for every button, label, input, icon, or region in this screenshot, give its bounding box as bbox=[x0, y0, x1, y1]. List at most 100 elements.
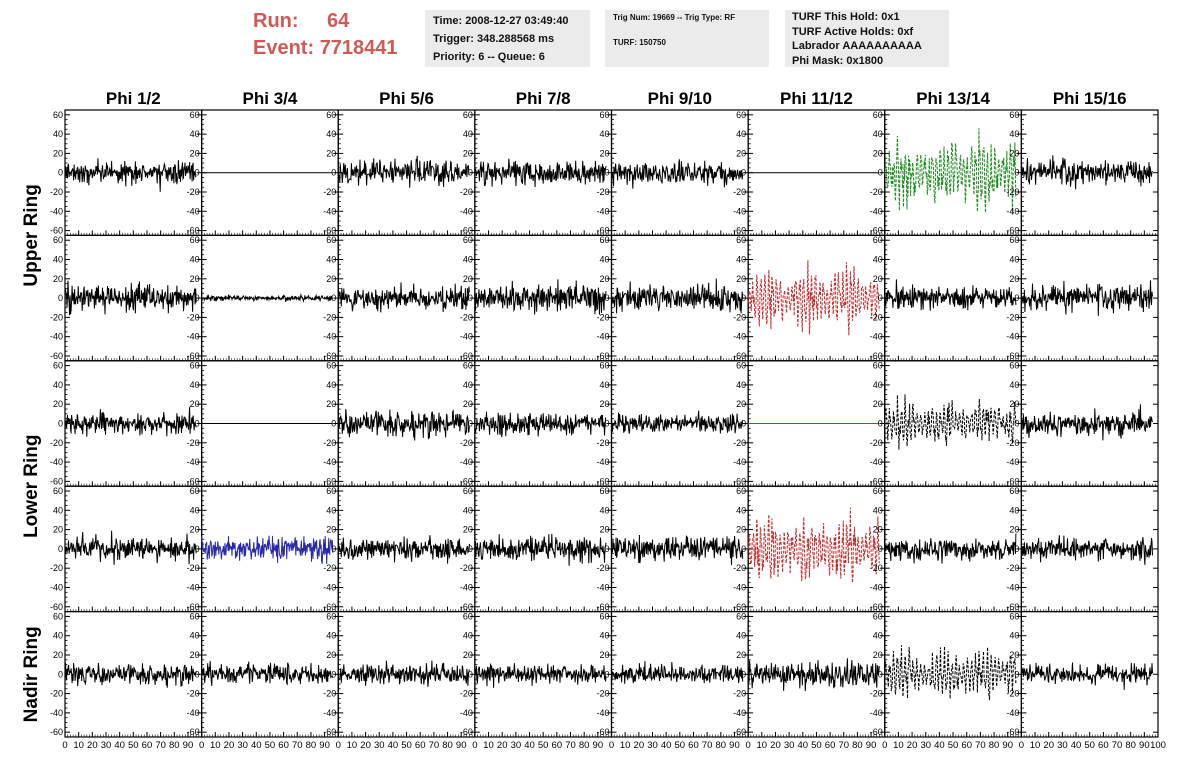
x-tick-label: 70 bbox=[838, 740, 849, 751]
y-tick-label: -20 bbox=[870, 187, 883, 197]
y-tick-label: -40 bbox=[596, 582, 609, 592]
y-tick-label: -60 bbox=[596, 351, 609, 361]
x-tick-label: 10 bbox=[483, 740, 494, 751]
y-tick-label: -60 bbox=[1006, 351, 1019, 361]
y-tick-label: 60 bbox=[463, 361, 473, 371]
y-tick-label: 0 bbox=[741, 544, 746, 554]
y-tick-label: -20 bbox=[596, 312, 609, 322]
x-tick-label: 80 bbox=[169, 740, 180, 751]
y-tick-label: 0 bbox=[468, 168, 473, 178]
y-tick-label: -40 bbox=[596, 332, 609, 342]
y-tick-label: 20 bbox=[463, 650, 473, 660]
y-tick-label: -60 bbox=[460, 727, 473, 737]
y-tick-label: 0 bbox=[468, 293, 473, 303]
ring-label: Lower Ring bbox=[21, 434, 42, 537]
y-tick-label: 20 bbox=[53, 399, 63, 409]
y-tick-label: 0 bbox=[58, 669, 63, 679]
waveform-trace bbox=[1020, 662, 1153, 690]
y-tick-label: -60 bbox=[187, 727, 200, 737]
y-tick-label: 20 bbox=[1009, 399, 1019, 409]
y-tick-label: -20 bbox=[733, 312, 746, 322]
y-tick-label: 60 bbox=[326, 611, 336, 621]
y-tick-label: -40 bbox=[187, 582, 200, 592]
y-tick-label: -20 bbox=[870, 689, 883, 699]
y-tick-label: 60 bbox=[873, 110, 883, 120]
x-tick-label: 90 bbox=[319, 740, 330, 751]
y-tick-label: 0 bbox=[331, 544, 336, 554]
x-tick-label: 30 bbox=[1057, 740, 1068, 751]
y-tick-label: 40 bbox=[326, 380, 336, 390]
y-tick-label: 0 bbox=[878, 168, 883, 178]
y-tick-label: 40 bbox=[599, 380, 609, 390]
x-tick-label: 50 bbox=[675, 740, 686, 751]
y-tick-label: 20 bbox=[1009, 525, 1019, 535]
x-tick-label: 20 bbox=[634, 740, 645, 751]
y-tick-label: -40 bbox=[870, 332, 883, 342]
priority-text: Priority: 6 -- Queue: 6 bbox=[433, 51, 545, 63]
y-tick-label: 20 bbox=[736, 525, 746, 535]
y-tick-label: 20 bbox=[190, 650, 200, 660]
x-tick-label: 70 bbox=[1112, 740, 1123, 751]
y-tick-label: 0 bbox=[878, 669, 883, 679]
waveform-trace bbox=[747, 260, 880, 336]
column-header: Phi 15/16 bbox=[1053, 89, 1127, 108]
y-tick-label: -60 bbox=[323, 727, 336, 737]
waveform-trace bbox=[474, 411, 607, 438]
y-tick-label: -20 bbox=[187, 312, 200, 322]
y-tick-label: -20 bbox=[733, 689, 746, 699]
x-tick-label: 70 bbox=[155, 740, 166, 751]
y-tick-label: -60 bbox=[870, 602, 883, 612]
y-tick-label: -40 bbox=[323, 708, 336, 718]
ring-label: Nadir Ring bbox=[21, 626, 42, 722]
y-tick-label: -60 bbox=[1006, 602, 1019, 612]
y-tick-label: 60 bbox=[326, 486, 336, 496]
y-tick-label: -20 bbox=[187, 689, 200, 699]
y-tick-label: 40 bbox=[873, 255, 883, 265]
run-row: Run: 64 bbox=[253, 8, 398, 35]
x-tick-label: 0 bbox=[609, 740, 614, 751]
y-tick-label: -60 bbox=[187, 351, 200, 361]
column-header: Phi 9/10 bbox=[648, 89, 712, 108]
event-value: 7718441 bbox=[319, 37, 398, 59]
turf-text: TURF: 150750 bbox=[613, 38, 666, 47]
waveform-trace bbox=[884, 645, 1017, 701]
trig-num-info-box: Trig Num: 19669 -- Trig Type: RF TURF: 1… bbox=[605, 10, 769, 67]
x-tick-label: 10 bbox=[73, 740, 84, 751]
y-tick-label: -20 bbox=[870, 563, 883, 573]
y-tick-label: 20 bbox=[873, 525, 883, 535]
x-tick-label: 80 bbox=[579, 740, 590, 751]
y-tick-label: -40 bbox=[460, 332, 473, 342]
x-tick-label: 0 bbox=[62, 740, 67, 751]
y-tick-label: -40 bbox=[460, 708, 473, 718]
y-tick-label: 0 bbox=[604, 168, 609, 178]
y-tick-label: -60 bbox=[50, 351, 63, 361]
y-tick-label: 60 bbox=[1009, 110, 1019, 120]
x-tick-label: 90 bbox=[1139, 740, 1150, 751]
y-tick-label: 0 bbox=[604, 669, 609, 679]
y-tick-label: -40 bbox=[460, 206, 473, 216]
y-tick-label: 0 bbox=[878, 293, 883, 303]
y-tick-label: -40 bbox=[50, 206, 63, 216]
waveform-trace bbox=[474, 279, 607, 315]
y-tick-label: -20 bbox=[1006, 689, 1019, 699]
x-tick-label: 0 bbox=[882, 740, 887, 751]
time-text: Time: 2008-12-27 03:49:40 bbox=[433, 15, 569, 27]
y-tick-label: 40 bbox=[190, 129, 200, 139]
x-tick-label: 100 bbox=[1150, 740, 1166, 751]
y-tick-label: -40 bbox=[870, 206, 883, 216]
y-tick-label: 0 bbox=[468, 669, 473, 679]
x-tick-label: 60 bbox=[552, 740, 563, 751]
y-tick-label: 20 bbox=[326, 274, 336, 284]
y-tick-label: 0 bbox=[1014, 669, 1019, 679]
y-tick-label: 20 bbox=[190, 525, 200, 535]
y-tick-label: 40 bbox=[326, 255, 336, 265]
x-tick-label: 50 bbox=[401, 740, 412, 751]
labrador-text: Labrador AAAAAAAAAA bbox=[792, 40, 922, 52]
y-tick-label: -20 bbox=[460, 187, 473, 197]
x-tick-label: 40 bbox=[388, 740, 399, 751]
y-tick-label: -20 bbox=[460, 689, 473, 699]
y-tick-label: 0 bbox=[331, 168, 336, 178]
y-tick-label: 40 bbox=[736, 129, 746, 139]
y-tick-label: 40 bbox=[873, 129, 883, 139]
waveform-trace bbox=[884, 533, 1017, 564]
